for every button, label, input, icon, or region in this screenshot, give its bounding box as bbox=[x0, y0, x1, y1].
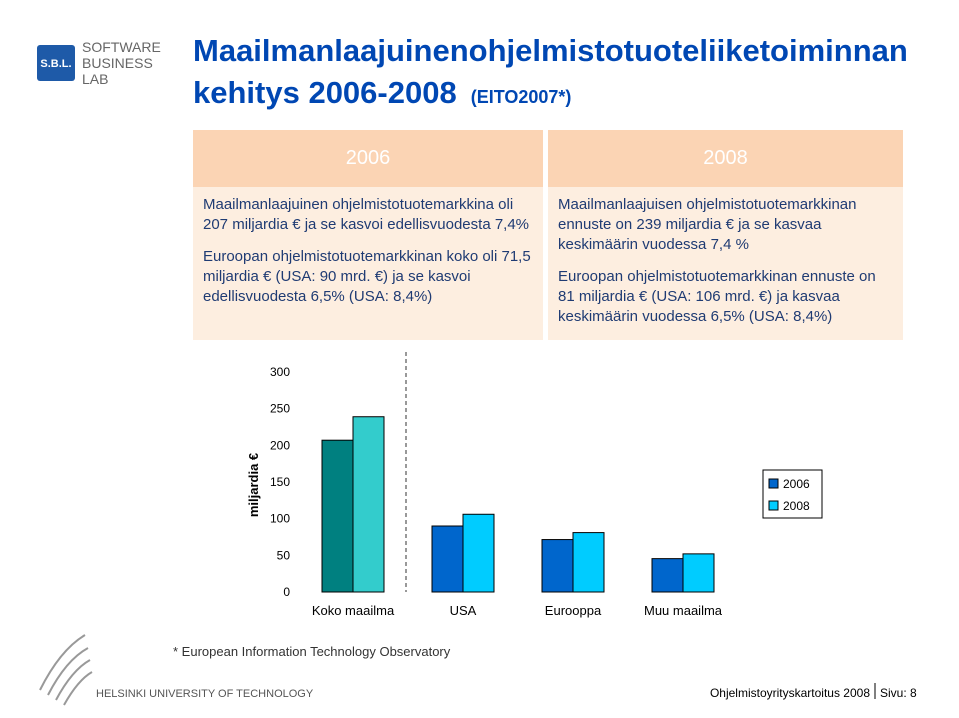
x-tick-label: USA bbox=[450, 603, 477, 618]
bar bbox=[572, 532, 605, 593]
bar bbox=[541, 539, 574, 593]
column-header: 2006 bbox=[193, 130, 543, 187]
bar bbox=[321, 439, 354, 593]
paragraph: Euroopan ohjelmistotuotemarkkinan ennust… bbox=[558, 268, 876, 325]
title-line: kehitys 2006-2008 (EITO2007*) bbox=[193, 72, 908, 118]
legend-label: 2008 bbox=[783, 499, 810, 513]
y-tick-label: 100 bbox=[270, 512, 290, 526]
table-cell: Maailmanlaajuisen ohjelmistotuotemarkkin… bbox=[548, 187, 903, 340]
y-axis-label: miljardia € bbox=[246, 453, 261, 517]
bar bbox=[462, 513, 495, 593]
university: HELSINKI UNIVERSITY OF TECHNOLOGY bbox=[96, 688, 314, 700]
logo-name: SOFTWARE bbox=[82, 39, 161, 55]
bar bbox=[682, 553, 715, 593]
table-cell: Maailmanlaajuinen ohjelmistotuotemarkkin… bbox=[193, 187, 543, 340]
paragraph: Maailmanlaajuinen ohjelmistotuotemarkkin… bbox=[203, 196, 530, 233]
bar bbox=[431, 525, 464, 593]
y-tick-label: 200 bbox=[270, 438, 290, 452]
x-tick-label: Muu maailma bbox=[644, 603, 723, 618]
y-tick-label: 0 bbox=[283, 585, 290, 599]
report-name: Ohjelmistoyrityskartoitus 2008 bbox=[710, 686, 870, 700]
y-tick-label: 150 bbox=[270, 475, 290, 489]
x-tick-label: Eurooppa bbox=[545, 603, 602, 618]
source-tag: (EITO2007*) bbox=[470, 87, 572, 107]
y-tick-label: 50 bbox=[277, 548, 291, 562]
y-tick-label: 250 bbox=[270, 402, 290, 416]
legend-swatch bbox=[768, 500, 779, 511]
bar bbox=[352, 416, 385, 593]
legend-swatch bbox=[768, 478, 779, 489]
title: Maailmanlaajuinenohjelmistotuoteliiketoi… bbox=[193, 30, 908, 118]
logo-name: BUSINESS bbox=[82, 55, 153, 71]
hut-logo bbox=[39, 634, 93, 706]
column-header: 2008 bbox=[548, 130, 903, 187]
page-number: Sivu: 8 bbox=[880, 686, 917, 700]
bar bbox=[651, 558, 684, 593]
paragraph: Maailmanlaajuisen ohjelmistotuotemarkkin… bbox=[558, 196, 857, 253]
footnote: * European Information Technology Observ… bbox=[173, 644, 451, 659]
logo-name: LAB bbox=[82, 71, 108, 87]
x-tick-label: Koko maailma bbox=[312, 603, 395, 618]
y-tick-label: 300 bbox=[270, 365, 290, 379]
logo-box bbox=[37, 45, 75, 81]
legend-label: 2006 bbox=[783, 477, 810, 491]
title-line: kehitys 2006-2008 bbox=[193, 75, 457, 110]
logo-initials: S.B.L. bbox=[40, 58, 71, 70]
title-line: Maailmanlaajuinenohjelmistotuoteliiketoi… bbox=[193, 33, 908, 68]
paragraph: Euroopan ohjelmistotuotemarkkinan koko o… bbox=[203, 248, 531, 305]
